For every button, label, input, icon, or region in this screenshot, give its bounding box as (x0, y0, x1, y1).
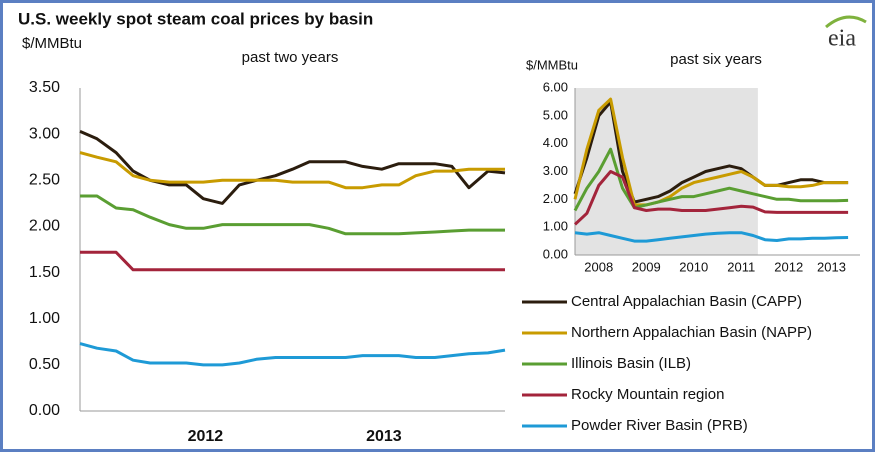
x-tick-label: 2013 (817, 259, 846, 274)
y-tick-label: 0.00 (29, 402, 60, 419)
y-tick-label: 1.00 (543, 219, 568, 234)
logo: eia (828, 26, 856, 52)
series-line (80, 250, 505, 272)
legend-label: Central Appalachian Basin (CAPP) (571, 293, 802, 310)
y-tick-label: 1.50 (29, 264, 60, 281)
series-line (573, 170, 849, 226)
y-tick-label: 2.00 (29, 218, 60, 235)
y-tick-label: 4.00 (543, 135, 568, 150)
y-axis-label: $/MMBtu (22, 35, 82, 52)
y-tick-label: 3.00 (29, 125, 60, 142)
y-tick-label: 5.00 (543, 107, 568, 122)
series-line (574, 231, 849, 243)
y-tick-label: 3.50 (29, 79, 60, 96)
x-tick-label: 2012 (774, 259, 803, 274)
series-line (573, 97, 849, 207)
y-tick-label: 6.00 (543, 79, 568, 94)
y-tick-label: 0.00 (543, 246, 568, 261)
subtitle: past six years (670, 51, 762, 68)
legend-label: Rocky Mountain region (571, 386, 724, 403)
series-line (80, 194, 505, 236)
y-axis-label: $/MMBtu (526, 57, 578, 72)
y-tick-label: 1.00 (29, 310, 60, 327)
x-tick-label: 2010 (679, 259, 708, 274)
y-tick-label: 2.50 (29, 172, 60, 189)
legend-label: Powder River Basin (PRB) (571, 417, 748, 434)
subtitle: past two years (242, 49, 339, 66)
series-line (573, 100, 849, 204)
legend-label: Illinois Basin (ILB) (571, 355, 691, 372)
legend-label: Northern Appalachian Basin (NAPP) (571, 324, 812, 341)
y-tick-label: 3.00 (543, 163, 568, 178)
series-line (573, 147, 849, 212)
shaded-region (575, 88, 758, 255)
y-tick-label: 2.00 (543, 191, 568, 206)
logo-arc (825, 15, 867, 29)
x-tick-label: 2008 (584, 259, 613, 274)
x-tick-label: 2011 (727, 259, 755, 274)
series-line (79, 342, 506, 367)
chart-title: U.S. weekly spot steam coal prices by ba… (18, 9, 373, 28)
y-tick-label: 0.50 (29, 356, 60, 373)
x-tick-label: 2009 (632, 259, 661, 274)
x-tick-label: 2013 (366, 428, 402, 445)
x-tick-label: 2012 (188, 428, 224, 445)
series-line (79, 151, 505, 190)
